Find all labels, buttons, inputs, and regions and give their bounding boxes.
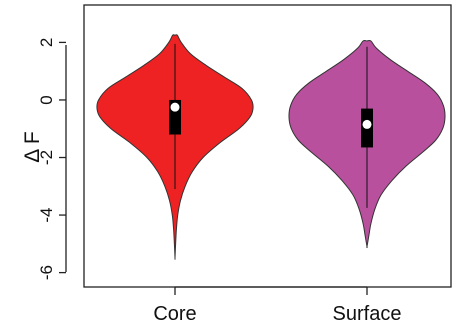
y-axis: -6 -4 -2 0 2 [37, 38, 67, 280]
x-tick-label-surface: Surface [333, 303, 402, 325]
y-tick-label: 0 [37, 95, 56, 104]
y-tick-label: 2 [37, 38, 56, 47]
x-tick-label-core: Core [153, 303, 196, 325]
x-axis: Core Surface [153, 286, 402, 325]
y-axis-title: Δ F [21, 131, 44, 163]
y-tick-label: -6 [37, 265, 56, 280]
y-tick-label: -2 [37, 150, 56, 165]
violins-group [96, 34, 446, 260]
median-dot-surface [362, 119, 372, 129]
median-dot-core [170, 102, 180, 112]
y-tick-label: -4 [37, 207, 56, 222]
